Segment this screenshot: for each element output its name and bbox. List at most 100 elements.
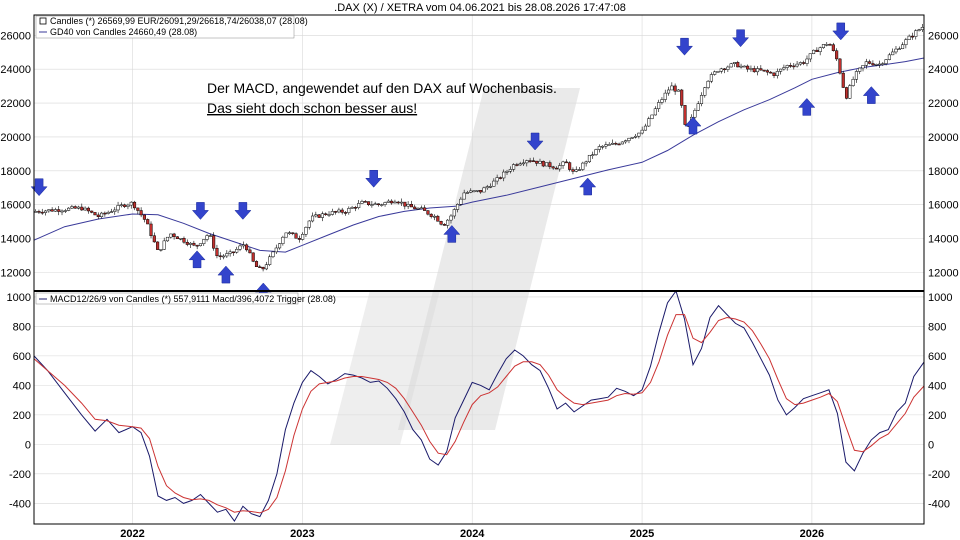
candle-down	[436, 215, 440, 222]
candle-up	[399, 201, 404, 204]
candle-up	[43, 210, 48, 213]
macd-tick-label-right: 400	[928, 380, 946, 392]
candle-down	[215, 247, 219, 257]
x-tick-label: 2025	[630, 528, 654, 540]
candle-up	[383, 202, 387, 205]
time-axis-labels: 2022 2023 2024 2025 2026	[120, 528, 824, 540]
candle-down	[50, 209, 54, 212]
macd-tick-label-right: 800	[928, 321, 946, 333]
watermark-logo-part	[330, 290, 440, 445]
candle-up	[310, 215, 315, 222]
candle-up	[660, 99, 664, 103]
candle-up	[284, 232, 288, 238]
candle-up	[67, 207, 71, 211]
candle-up	[739, 65, 743, 68]
candle-down	[541, 160, 545, 167]
candle-down	[175, 236, 179, 240]
sell-arrow-icon	[675, 37, 694, 56]
candle-up	[907, 35, 911, 40]
candle-down	[185, 241, 189, 245]
candle-up	[330, 211, 334, 215]
candle-down	[673, 85, 677, 92]
candle-up	[327, 214, 331, 216]
candle-down	[571, 169, 575, 172]
candle-up	[779, 68, 783, 72]
candle-down	[442, 224, 446, 226]
candle-up	[350, 207, 354, 209]
price-tick-label-left: 26000	[0, 30, 31, 42]
candle-down	[149, 223, 153, 236]
candle-up	[307, 220, 311, 228]
candle-down	[413, 206, 417, 210]
candle-up	[492, 180, 496, 187]
candle-up	[446, 219, 450, 226]
candle-up	[406, 204, 410, 207]
candle-up	[861, 65, 865, 69]
candle-down	[746, 65, 750, 70]
candle-down	[218, 255, 222, 258]
candle-down	[871, 63, 875, 66]
candle-up	[601, 145, 605, 148]
candle-down	[910, 35, 915, 38]
sell-arrow-icon	[732, 29, 750, 48]
price-tick-label-right: 16000	[928, 200, 959, 212]
candle-down	[396, 201, 400, 204]
candle-up	[485, 186, 489, 189]
candle-down	[248, 249, 252, 254]
candle-up	[716, 71, 720, 73]
candle-up	[581, 162, 585, 170]
candle-down	[73, 206, 77, 209]
gd40-line	[33, 57, 925, 253]
price-tick-label-right: 24000	[928, 64, 959, 76]
candle-down	[815, 49, 819, 52]
candle-up	[380, 204, 384, 206]
candle-down	[409, 204, 413, 208]
candle-up	[100, 212, 104, 218]
price-tick-label-right: 14000	[928, 234, 959, 246]
candle-up	[854, 71, 858, 80]
candle-down	[139, 210, 143, 216]
price-tick-label-left: 16000	[0, 200, 31, 212]
candle-up	[729, 63, 733, 68]
candle-up	[848, 85, 852, 99]
x-tick-label: 2024	[460, 528, 485, 540]
candle-up	[169, 233, 173, 238]
candle-up	[591, 154, 595, 156]
candle-up	[162, 240, 166, 250]
macd-tick-label-left: -200	[9, 469, 31, 481]
candle-up	[643, 125, 648, 131]
candle-up	[221, 255, 226, 258]
candle-up	[469, 190, 473, 193]
candle-down	[828, 44, 832, 46]
macd-tick-label-right: -400	[928, 498, 950, 510]
candle-down	[231, 251, 235, 254]
candle-up	[755, 68, 760, 73]
candle-down	[564, 161, 568, 164]
candle-up	[812, 49, 816, 54]
candle-up	[594, 149, 598, 155]
candle-up	[825, 44, 829, 46]
candle-up	[482, 187, 486, 193]
candle-up	[63, 210, 67, 212]
candle-up	[851, 79, 855, 86]
candle-up	[60, 210, 64, 213]
macd-legend-box	[35, 292, 299, 305]
candle-up	[495, 177, 499, 182]
legend-candles-label: Candles (*) 26569,99 EUR/26091,29/26618,…	[50, 16, 308, 26]
macd-series-trigger	[33, 314, 925, 514]
price-tick-label-left: 14000	[0, 234, 31, 246]
candle-down	[683, 105, 687, 125]
candle-up	[472, 190, 476, 193]
watermark-logo	[398, 88, 580, 430]
candle-down	[93, 212, 97, 216]
candle-up	[676, 89, 680, 92]
candle-down	[765, 70, 769, 73]
candle-down	[680, 89, 684, 106]
candle-up	[670, 85, 674, 91]
candle-down	[528, 160, 532, 162]
candle-up	[419, 207, 423, 210]
candle-up	[113, 209, 117, 212]
candle-down	[324, 213, 328, 215]
price-tick-label-left: 18000	[0, 166, 31, 178]
